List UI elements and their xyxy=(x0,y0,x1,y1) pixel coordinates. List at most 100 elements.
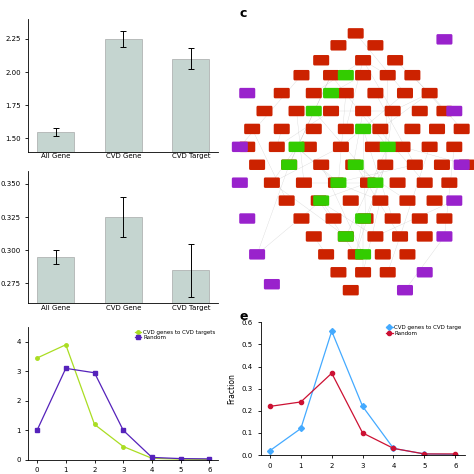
Random xyxy=(329,370,335,376)
FancyBboxPatch shape xyxy=(434,160,450,170)
FancyBboxPatch shape xyxy=(360,177,376,188)
FancyBboxPatch shape xyxy=(355,213,371,224)
FancyBboxPatch shape xyxy=(232,142,248,152)
FancyBboxPatch shape xyxy=(367,40,383,51)
FancyBboxPatch shape xyxy=(355,106,371,116)
FancyBboxPatch shape xyxy=(400,195,415,206)
Random xyxy=(391,446,396,451)
Random xyxy=(178,456,183,462)
FancyBboxPatch shape xyxy=(367,231,383,242)
FancyBboxPatch shape xyxy=(347,249,364,260)
FancyBboxPatch shape xyxy=(323,88,339,98)
Line: CVD genes to CVD targets: CVD genes to CVD targets xyxy=(36,343,211,461)
Text: e: e xyxy=(239,310,248,323)
Random xyxy=(63,365,69,371)
FancyBboxPatch shape xyxy=(296,177,312,188)
FancyBboxPatch shape xyxy=(355,267,371,277)
FancyBboxPatch shape xyxy=(330,177,346,188)
CVD genes to CVD targets xyxy=(63,342,69,347)
FancyBboxPatch shape xyxy=(279,195,295,206)
FancyBboxPatch shape xyxy=(293,70,310,81)
FancyBboxPatch shape xyxy=(397,88,413,98)
Bar xyxy=(37,257,74,474)
FancyBboxPatch shape xyxy=(437,213,452,224)
FancyBboxPatch shape xyxy=(338,70,354,81)
FancyBboxPatch shape xyxy=(313,55,329,65)
FancyBboxPatch shape xyxy=(306,88,322,98)
FancyBboxPatch shape xyxy=(422,88,438,98)
FancyBboxPatch shape xyxy=(338,88,354,98)
FancyBboxPatch shape xyxy=(311,195,327,206)
CVD genes to CVD targe xyxy=(298,426,304,431)
Text: c: c xyxy=(239,7,247,20)
FancyBboxPatch shape xyxy=(281,160,297,170)
FancyBboxPatch shape xyxy=(274,124,290,134)
Legend: CVD genes to CVD targe, Random: CVD genes to CVD targe, Random xyxy=(386,325,462,336)
CVD genes to CVD targe xyxy=(421,451,427,457)
FancyBboxPatch shape xyxy=(318,249,334,260)
FancyBboxPatch shape xyxy=(380,70,396,81)
FancyBboxPatch shape xyxy=(313,195,329,206)
FancyBboxPatch shape xyxy=(437,34,452,45)
FancyBboxPatch shape xyxy=(422,142,438,152)
FancyBboxPatch shape xyxy=(387,55,403,65)
FancyBboxPatch shape xyxy=(289,106,304,116)
FancyBboxPatch shape xyxy=(437,231,452,242)
FancyBboxPatch shape xyxy=(355,124,371,134)
FancyBboxPatch shape xyxy=(347,28,364,38)
FancyBboxPatch shape xyxy=(377,160,393,170)
FancyBboxPatch shape xyxy=(328,177,344,188)
FancyBboxPatch shape xyxy=(264,279,280,290)
FancyBboxPatch shape xyxy=(441,177,457,188)
Random xyxy=(120,428,126,433)
FancyBboxPatch shape xyxy=(407,160,423,170)
Random xyxy=(298,399,304,405)
FancyBboxPatch shape xyxy=(269,142,285,152)
CVD genes to CVD targets xyxy=(207,456,212,462)
FancyBboxPatch shape xyxy=(256,106,273,116)
FancyBboxPatch shape xyxy=(397,285,413,295)
FancyBboxPatch shape xyxy=(343,195,359,206)
FancyBboxPatch shape xyxy=(454,160,470,170)
FancyBboxPatch shape xyxy=(380,142,396,152)
FancyBboxPatch shape xyxy=(429,124,445,134)
FancyBboxPatch shape xyxy=(367,88,383,98)
FancyBboxPatch shape xyxy=(239,88,255,98)
FancyBboxPatch shape xyxy=(338,231,354,242)
FancyBboxPatch shape xyxy=(404,70,420,81)
FancyBboxPatch shape xyxy=(293,213,310,224)
FancyBboxPatch shape xyxy=(326,213,341,224)
FancyBboxPatch shape xyxy=(264,177,280,188)
Random xyxy=(91,370,97,375)
FancyBboxPatch shape xyxy=(385,106,401,116)
CVD genes to CVD targets xyxy=(120,444,126,449)
Random xyxy=(452,451,458,457)
FancyBboxPatch shape xyxy=(392,231,408,242)
Random xyxy=(34,428,40,433)
FancyBboxPatch shape xyxy=(244,124,260,134)
FancyBboxPatch shape xyxy=(437,106,452,116)
FancyBboxPatch shape xyxy=(239,213,255,224)
CVD genes to CVD targets xyxy=(178,456,183,462)
FancyBboxPatch shape xyxy=(355,249,371,260)
FancyBboxPatch shape xyxy=(427,195,443,206)
Line: Random: Random xyxy=(268,371,457,456)
FancyBboxPatch shape xyxy=(301,142,317,152)
FancyBboxPatch shape xyxy=(404,124,420,134)
CVD genes to CVD targets xyxy=(34,355,40,361)
FancyBboxPatch shape xyxy=(447,195,462,206)
FancyBboxPatch shape xyxy=(417,177,433,188)
FancyBboxPatch shape xyxy=(447,106,462,116)
FancyBboxPatch shape xyxy=(367,177,383,188)
CVD genes to CVD targets xyxy=(91,421,97,427)
FancyBboxPatch shape xyxy=(274,88,290,98)
FancyBboxPatch shape xyxy=(417,267,433,277)
CVD genes to CVD targe xyxy=(329,328,335,334)
Bar xyxy=(105,39,142,337)
CVD genes to CVD targe xyxy=(360,403,365,409)
FancyBboxPatch shape xyxy=(333,142,349,152)
FancyBboxPatch shape xyxy=(323,106,339,116)
FancyBboxPatch shape xyxy=(365,142,381,152)
FancyBboxPatch shape xyxy=(249,160,265,170)
FancyBboxPatch shape xyxy=(357,213,374,224)
